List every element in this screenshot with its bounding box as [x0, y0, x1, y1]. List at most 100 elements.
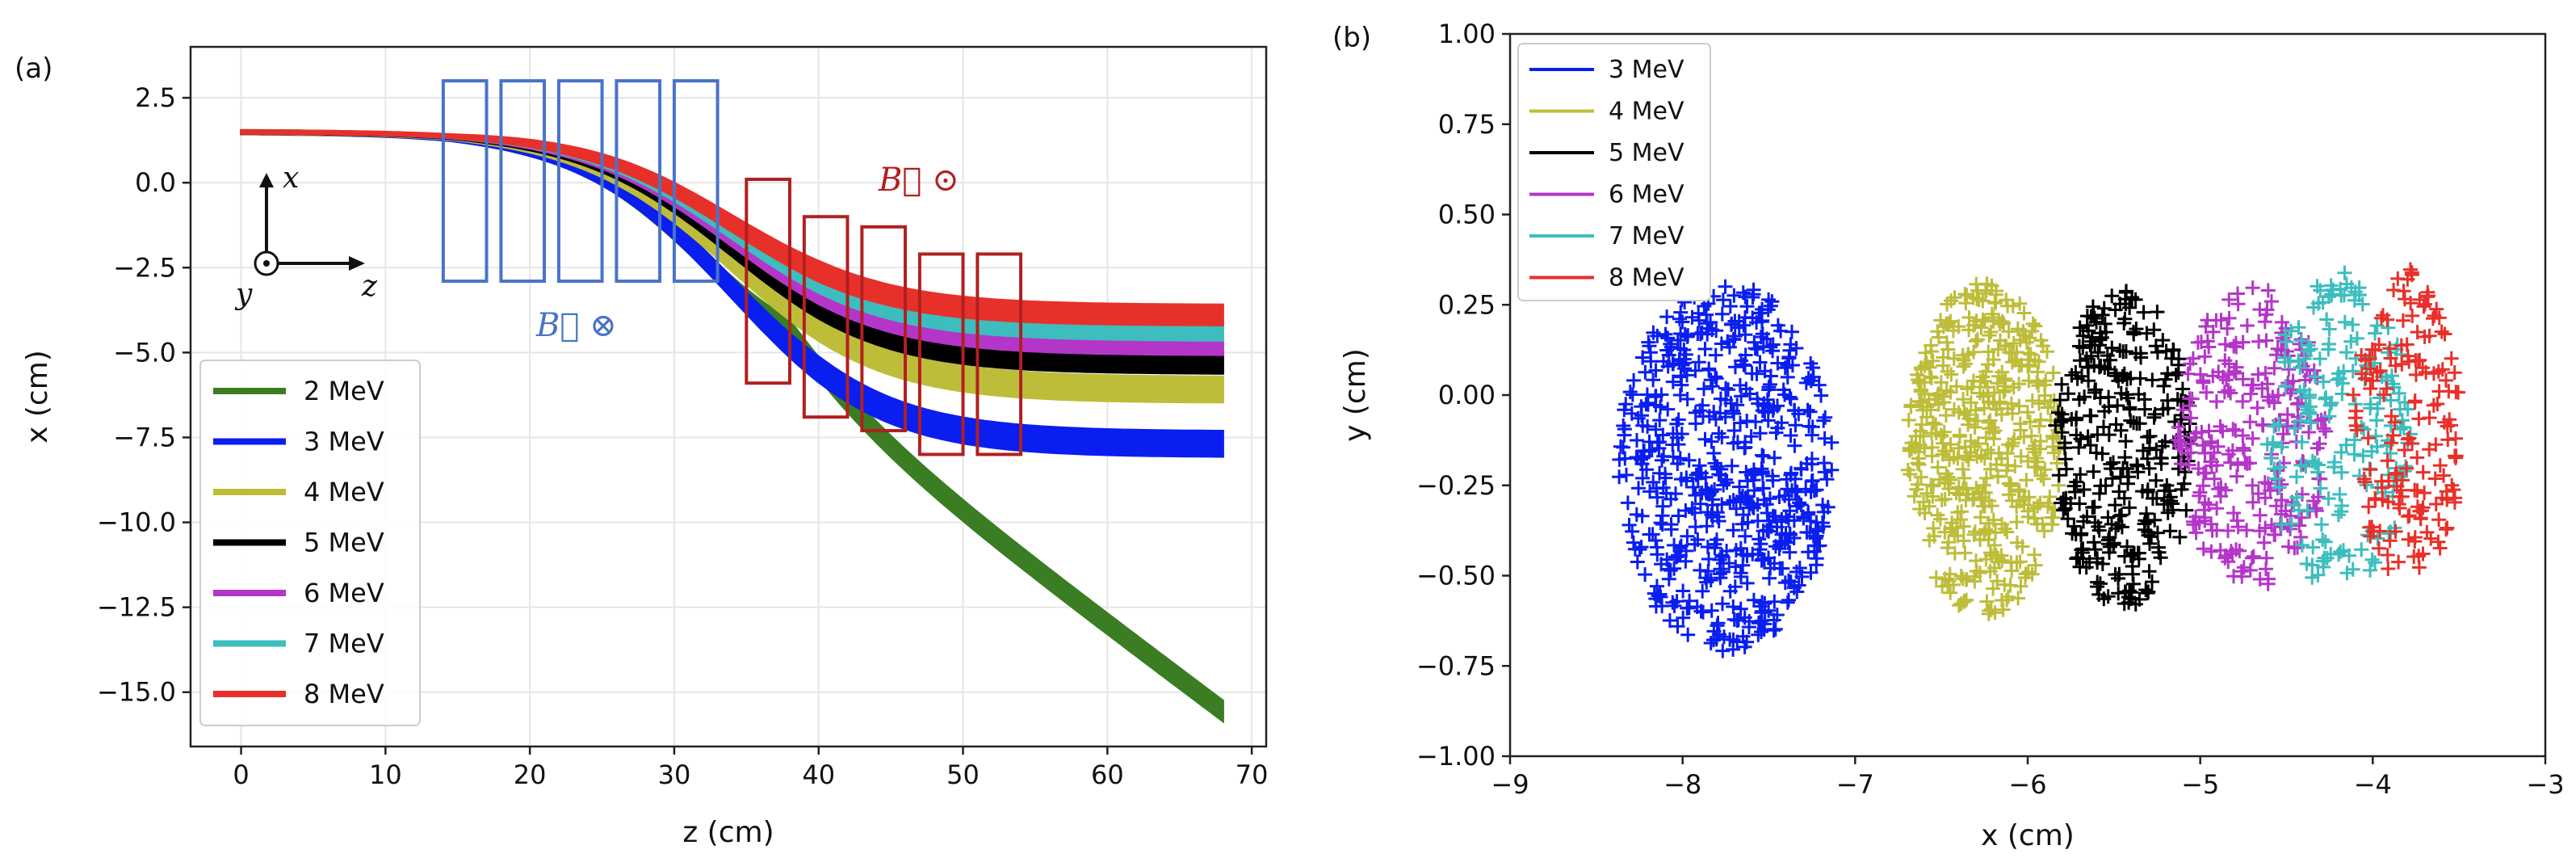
scatter-point [2362, 351, 2377, 367]
scatter-point [2397, 443, 2412, 457]
scatter-point [2286, 498, 2301, 513]
scatter-point [2391, 554, 2406, 570]
scatter-point [2175, 381, 2190, 397]
scatter-point [2048, 418, 2063, 433]
scatter-point [2051, 405, 2066, 420]
scatter-point [1901, 413, 1916, 427]
scatter-point [1912, 375, 1927, 390]
scatter-point [2090, 427, 2105, 442]
x-tick-label: 40 [802, 759, 835, 790]
scatter-point [2136, 305, 2151, 320]
scatter-point [2363, 401, 2378, 416]
legend-a-label: 4 MeV [304, 477, 384, 507]
scatter-point [2117, 316, 2132, 330]
legend-b-label: 8 MeV [1609, 264, 1684, 292]
y-tick-label: −0.50 [1416, 561, 1496, 591]
scatter-point [2179, 503, 2194, 518]
scatter-point [2369, 318, 2385, 333]
scatter-point [1722, 632, 1738, 647]
scatter-point [1744, 366, 1760, 381]
scatter-point [1800, 402, 1815, 418]
scatter-point [1996, 385, 2012, 400]
scatter-point [2079, 351, 2094, 366]
scatter-point [1992, 317, 2008, 331]
panel-a-frame [189, 45, 1268, 748]
scatter-point [2008, 352, 2023, 368]
scatter-point [1704, 603, 1719, 618]
scatter-point [1933, 427, 1949, 443]
scatter-point [1655, 480, 1671, 495]
scatter-point [1987, 605, 2003, 620]
scatter-point [1978, 286, 1993, 301]
scatter-point [2087, 535, 2101, 550]
scatter-point [2217, 550, 2233, 566]
scatter-point [1989, 284, 2003, 298]
scatter-point [1967, 420, 1982, 435]
scatter-point [1752, 355, 1768, 370]
scatter-point [2112, 508, 2127, 524]
x-tick-label: 20 [514, 759, 547, 790]
scatter-point [1689, 599, 1705, 614]
scatter-point [2226, 364, 2242, 379]
scatter-point [2092, 390, 2108, 406]
scatter-point [1676, 583, 1691, 599]
scatter-point [1710, 459, 1725, 474]
scatter-point [2155, 402, 2171, 417]
scatter-point [1919, 486, 1935, 501]
scatter-point [2139, 326, 2154, 341]
scatter-point [1663, 563, 1678, 578]
scatter-point [2041, 400, 2056, 415]
scatter-point [2417, 297, 2432, 312]
scatter-point [2305, 540, 2321, 555]
scatter-point [1668, 486, 1683, 502]
scatter-point [2196, 503, 2212, 518]
scatter-point [2012, 416, 2028, 431]
scatter-point [1936, 424, 1952, 440]
scatter-point [2198, 319, 2213, 334]
magnet-out-3 [860, 225, 908, 433]
scatter-point [2173, 456, 2188, 472]
scatter-point [2120, 539, 2135, 554]
scatter-point [2139, 506, 2154, 521]
scatter-point [1690, 532, 1705, 547]
scatter-point [1685, 480, 1701, 494]
scatter-point [2446, 482, 2461, 498]
scatter-point [1682, 593, 1697, 608]
scatter-point [2310, 440, 2325, 456]
scatter-point [1643, 354, 1659, 369]
scatter-point [2395, 473, 2410, 488]
scatter-point [2421, 288, 2435, 304]
scatter-point [2020, 565, 2036, 580]
scatter-point [1727, 329, 1743, 344]
scatter-point [1730, 634, 1745, 650]
scatter-point [1651, 588, 1666, 604]
scatter-point [2267, 395, 2282, 410]
scatter-point [1961, 417, 1976, 432]
axis-glyph-z-arrow [349, 256, 365, 271]
scatter-point [1979, 277, 1995, 292]
scatter-point [1706, 405, 1722, 419]
scatter-point [2242, 562, 2258, 578]
scatter-point [1642, 527, 1657, 542]
scatter-point [1959, 448, 1974, 464]
scatter-point [1802, 404, 1818, 419]
scatter-point [1617, 451, 1633, 466]
scatter-point [2114, 519, 2129, 535]
scatter-point [2284, 323, 2298, 339]
scatter-point [1648, 422, 1663, 437]
axis-glyph-z-label: z [361, 270, 378, 303]
scatter-point [1969, 553, 1983, 569]
scatter-point [1956, 359, 1971, 374]
scatter-point [2221, 292, 2237, 307]
scatter-point [2033, 495, 2048, 511]
scatter-point [2301, 425, 2317, 440]
scatter-point [2126, 415, 2142, 431]
scatter-point [1967, 569, 1982, 584]
scatter-point [1738, 358, 1752, 373]
scatter-point [2239, 318, 2255, 333]
scatter-point [1674, 377, 1689, 393]
scatter-point [1902, 444, 1917, 458]
scatter-point [1635, 350, 1650, 365]
scatter-point [1977, 451, 1992, 466]
